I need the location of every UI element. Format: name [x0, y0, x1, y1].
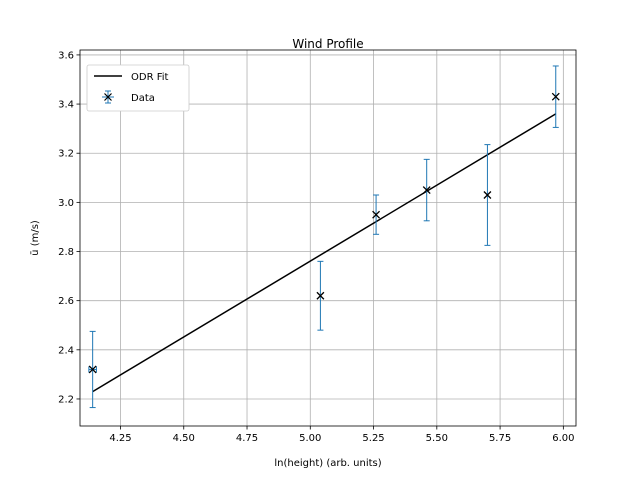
data-points-layer: [88, 65, 560, 409]
plot-frame: [79, 49, 577, 427]
y-tick-label: 2.2: [58, 394, 74, 405]
y-axis-ticks: 2.2 2.4 2.6 2.8 3.0 3.2 3.4 3.6: [58, 50, 80, 405]
data-point: [372, 194, 381, 235]
y-axis-label-group: ū (m/s): [30, 220, 41, 256]
x-marker: [483, 191, 492, 199]
x-tick-label: 6.00: [552, 433, 574, 444]
y-tick-label: 3.4: [58, 100, 74, 111]
x-axis-label: ln(height) (arb. units): [274, 458, 381, 469]
legend-fit-label: ODR Fit: [131, 72, 169, 83]
y-tick-label: 2.8: [58, 247, 74, 258]
x-marker: [422, 186, 431, 195]
data-point: [422, 158, 431, 222]
x-tick-label: 5.00: [299, 433, 321, 444]
y-tick-label: 3.6: [58, 50, 74, 61]
data-point: [483, 144, 492, 246]
x-tick-label: 5.75: [489, 433, 511, 444]
x-tick-label: 5.25: [362, 433, 384, 444]
x-axis-ticks: 4.25 4.50 4.75 5.00 5.25 5.50 5.75 6.00: [109, 426, 574, 444]
y-axis-label: ū (m/s): [30, 220, 41, 256]
y-tick-label: 2.6: [58, 296, 74, 307]
x-tick-label: 5.50: [426, 433, 448, 444]
y-tick-label: 3.2: [58, 149, 74, 160]
grid-lines: [80, 50, 576, 426]
x-marker: [316, 291, 325, 300]
x-tick-label: 4.50: [173, 433, 195, 444]
y-tick-label: 3.0: [58, 198, 74, 209]
data-point: [316, 260, 325, 331]
y-tick-label: 2.4: [58, 345, 74, 356]
x-tick-label: 4.75: [236, 433, 258, 444]
x-tick-label: 4.25: [109, 433, 131, 444]
x-marker: [88, 365, 97, 374]
odr-fit-line: [92, 113, 557, 393]
data-point: [88, 330, 97, 409]
legend-data-swatch: [102, 90, 114, 104]
chart-title: Wind Profile: [292, 37, 363, 51]
legend: ODR Fit Data: [86, 64, 190, 112]
legend-data-label: Data: [131, 93, 155, 104]
x-marker: [372, 210, 381, 219]
fit-line-layer: [92, 113, 557, 393]
x-marker: [551, 92, 560, 101]
data-point: [551, 65, 560, 128]
